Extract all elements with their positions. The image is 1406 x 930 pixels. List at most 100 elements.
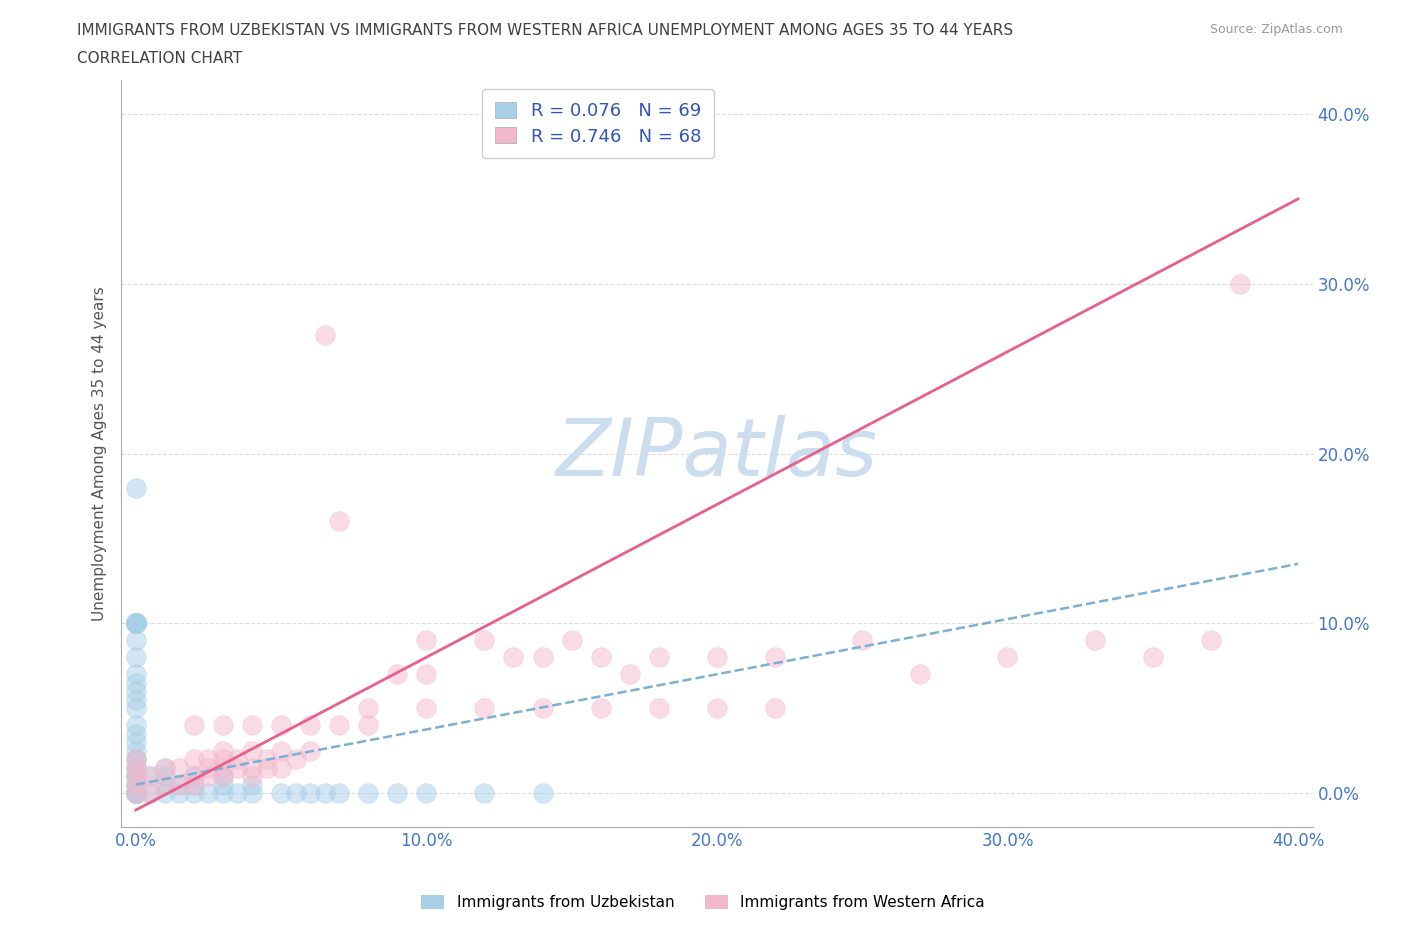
Point <box>125 650 148 665</box>
Point <box>139 769 162 784</box>
Point <box>183 751 205 766</box>
Point <box>197 786 219 801</box>
Point <box>125 743 148 758</box>
Point <box>125 616 148 631</box>
Point <box>125 777 148 792</box>
Point <box>125 769 148 784</box>
Point <box>169 777 191 792</box>
Text: CORRELATION CHART: CORRELATION CHART <box>77 51 242 66</box>
Point <box>125 786 148 801</box>
Point <box>212 760 235 775</box>
Text: Source: ZipAtlas.com: Source: ZipAtlas.com <box>1209 23 1343 36</box>
Point <box>125 616 148 631</box>
Point <box>619 667 641 682</box>
Point <box>153 760 176 775</box>
Point <box>125 616 148 631</box>
Point <box>415 786 437 801</box>
Point <box>284 786 307 801</box>
Point <box>474 701 496 716</box>
Point <box>270 760 292 775</box>
Point <box>240 777 263 792</box>
Point <box>256 760 278 775</box>
Point <box>125 786 148 801</box>
Point <box>125 718 148 733</box>
Text: ZIPatlas: ZIPatlas <box>555 415 877 493</box>
Point <box>387 667 409 682</box>
Point <box>197 751 219 766</box>
Point <box>226 786 249 801</box>
Point <box>125 777 148 792</box>
Point <box>1199 632 1222 647</box>
Point <box>125 692 148 707</box>
Point <box>183 769 205 784</box>
Point <box>212 718 235 733</box>
Point <box>299 743 322 758</box>
Point <box>139 769 162 784</box>
Point <box>153 777 176 792</box>
Point <box>226 751 249 766</box>
Point <box>197 769 219 784</box>
Point <box>284 751 307 766</box>
Point <box>169 786 191 801</box>
Point <box>387 786 409 801</box>
Point <box>299 786 322 801</box>
Point <box>125 786 148 801</box>
Point <box>125 675 148 690</box>
Point <box>415 667 437 682</box>
Point <box>125 667 148 682</box>
Point <box>299 718 322 733</box>
Point <box>357 701 380 716</box>
Point <box>197 760 219 775</box>
Point <box>125 616 148 631</box>
Point <box>169 777 191 792</box>
Point <box>531 701 554 716</box>
Point <box>125 760 148 775</box>
Point <box>474 786 496 801</box>
Point <box>589 650 612 665</box>
Point <box>1142 650 1164 665</box>
Point <box>125 684 148 698</box>
Point <box>183 777 205 792</box>
Point <box>240 743 263 758</box>
Legend: R = 0.076   N = 69, R = 0.746   N = 68: R = 0.076 N = 69, R = 0.746 N = 68 <box>482 89 714 158</box>
Point <box>125 786 148 801</box>
Point <box>125 616 148 631</box>
Point <box>256 751 278 766</box>
Point <box>314 327 336 342</box>
Point <box>648 701 671 716</box>
Point <box>474 632 496 647</box>
Point <box>125 769 148 784</box>
Point <box>314 786 336 801</box>
Point <box>212 777 235 792</box>
Point <box>153 777 176 792</box>
Point <box>125 751 148 766</box>
Point <box>125 769 148 784</box>
Point <box>531 786 554 801</box>
Point <box>240 786 263 801</box>
Point <box>183 769 205 784</box>
Y-axis label: Unemployment Among Ages 35 to 44 years: Unemployment Among Ages 35 to 44 years <box>93 286 107 621</box>
Legend: Immigrants from Uzbekistan, Immigrants from Western Africa: Immigrants from Uzbekistan, Immigrants f… <box>413 887 993 918</box>
Point <box>125 786 148 801</box>
Point <box>910 667 932 682</box>
Point <box>183 777 205 792</box>
Point <box>240 760 263 775</box>
Point <box>706 650 728 665</box>
Point <box>357 718 380 733</box>
Point <box>139 786 162 801</box>
Point <box>125 616 148 631</box>
Point <box>1084 632 1107 647</box>
Point <box>125 616 148 631</box>
Point <box>125 760 148 775</box>
Point <box>125 786 148 801</box>
Point <box>125 616 148 631</box>
Point <box>125 769 148 784</box>
Point <box>183 718 205 733</box>
Point <box>328 514 350 529</box>
Point <box>502 650 524 665</box>
Point <box>125 777 148 792</box>
Point <box>125 726 148 741</box>
Point <box>212 769 235 784</box>
Point <box>139 786 162 801</box>
Point <box>125 786 148 801</box>
